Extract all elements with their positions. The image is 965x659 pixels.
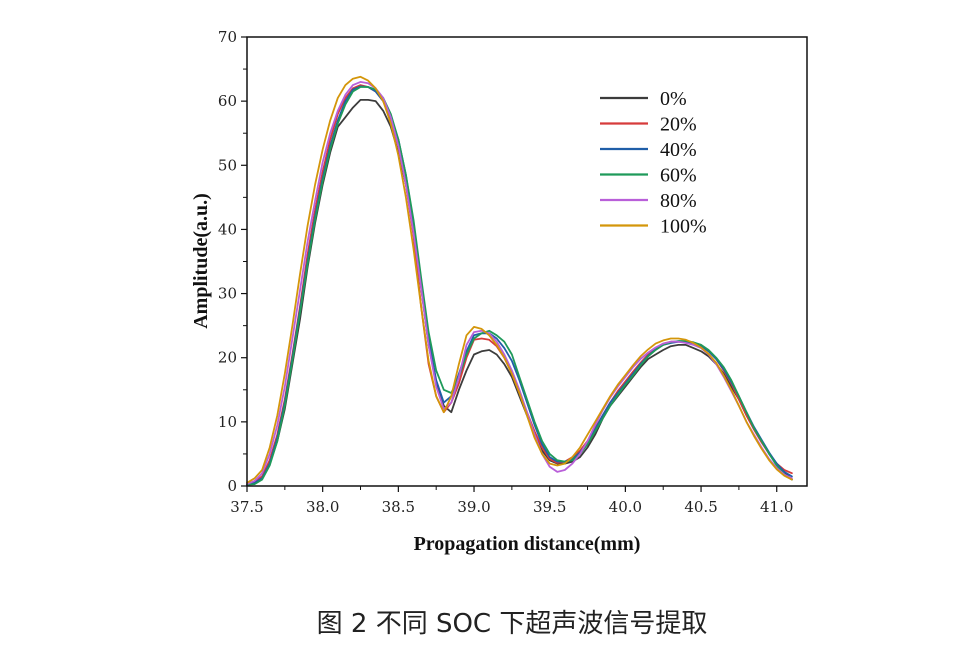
tick-layer: 37.5 38.0 38.5 39.0 39.5 40.0 40.5 41.0 0 10 20 30 4… bbox=[218, 28, 794, 516]
y-tick-label: 0 bbox=[227, 477, 237, 495]
series-layer bbox=[246, 75, 793, 486]
legend: 0% 20% 40% 60% 80% 100% bbox=[600, 88, 707, 238]
x-tick-label: 39.0 bbox=[457, 498, 490, 516]
plot-frame bbox=[246, 36, 808, 487]
figure-caption: 图 2 不同 SOC 下超声波信号提取 bbox=[317, 609, 708, 639]
y-tick-label: 40 bbox=[218, 220, 237, 238]
legend-label: 0% bbox=[660, 88, 687, 110]
series-line-20pct bbox=[246, 84, 793, 486]
x-tick-label: 38.0 bbox=[306, 498, 339, 516]
y-tick-label: 50 bbox=[218, 156, 237, 174]
legend-label: 80% bbox=[660, 190, 697, 212]
x-axis-title: Propagation distance(mm) bbox=[414, 533, 641, 555]
legend-label: 20% bbox=[660, 114, 697, 136]
series-line-60pct bbox=[246, 86, 793, 486]
y-tick-label: 30 bbox=[218, 285, 237, 303]
legend-label: 60% bbox=[660, 165, 697, 187]
x-tick-label: 41.0 bbox=[760, 498, 793, 516]
y-tick-label: 20 bbox=[218, 349, 237, 367]
series-line-100pct bbox=[246, 75, 793, 484]
y-tick-label: 10 bbox=[218, 413, 237, 431]
y-tick-label: 70 bbox=[218, 28, 237, 46]
series-line-80pct bbox=[246, 81, 793, 486]
y-tick-label: 60 bbox=[218, 92, 237, 110]
x-tick-label: 40.5 bbox=[684, 498, 717, 516]
x-tick-label: 40.0 bbox=[609, 498, 642, 516]
legend-label: 100% bbox=[660, 216, 707, 238]
x-tick-label: 38.5 bbox=[382, 498, 415, 516]
x-tick-label: 39.5 bbox=[533, 498, 566, 516]
series-line-40pct bbox=[246, 85, 793, 486]
legend-label: 40% bbox=[660, 139, 697, 161]
series-line-0pct bbox=[246, 99, 793, 486]
y-axis-title: Amplitude(a.u.) bbox=[190, 193, 212, 329]
x-tick-label: 37.5 bbox=[230, 498, 263, 516]
